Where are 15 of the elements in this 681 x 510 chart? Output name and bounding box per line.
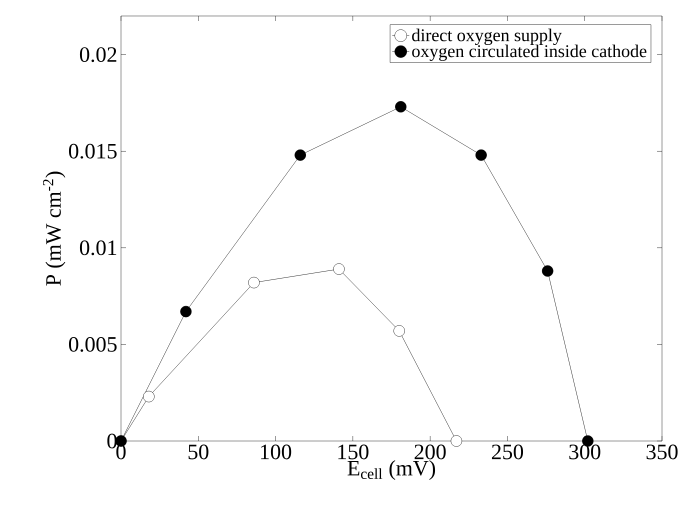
- x-tick-label: 300: [569, 444, 600, 460]
- y-tick-label: 0.005: [68, 336, 117, 352]
- y-tick-label: 0.015: [68, 144, 117, 159]
- x-tick-label: 150: [338, 444, 368, 460]
- x-axis-title: E$_{cell}$ (mV): [348, 460, 436, 480]
- x-tick-label: 50: [188, 444, 208, 460]
- x-tick-label: 200: [414, 444, 446, 460]
- x-tick-label: 250: [492, 444, 524, 460]
- legend-label: oxygen circulated inside cathode: [412, 44, 646, 61]
- legend-label: direct oxygen supply: [412, 28, 562, 46]
- y-axis-title: P (mW cm$^{-2}$): [43, 172, 66, 286]
- y-tick-label: 0.02: [80, 47, 116, 62]
- x-tick-label: 100: [261, 444, 292, 460]
- x-tick-label: 350: [646, 444, 678, 460]
- y-tick-label: 0.01: [80, 240, 116, 256]
